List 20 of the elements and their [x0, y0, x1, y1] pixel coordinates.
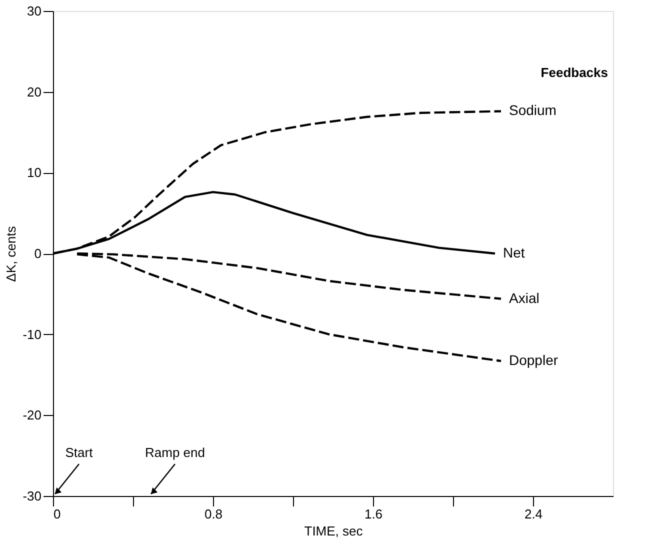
y-tick-label: 0 [34, 246, 42, 261]
y-tick-label: -10 [22, 326, 42, 342]
x-tick-label: 0.8 [204, 506, 223, 522]
legend-title: Feedbacks [540, 65, 608, 80]
y-tick-label: 20 [27, 84, 42, 100]
annotation: Ramp end [145, 445, 205, 460]
x-tick-label: 0 [54, 506, 61, 522]
series-label: Doppler [509, 352, 558, 368]
x-axis-title: TIME, sec [304, 524, 364, 538]
y-axis-title: ΔK, cents [4, 226, 19, 282]
series-label: Net [503, 244, 525, 260]
y-tick-label: -20 [22, 408, 42, 423]
x-tick-label: 1.6 [364, 506, 383, 522]
y-tick-label: 10 [27, 165, 42, 180]
y-tick-label: 30 [27, 4, 42, 18]
x-tick-label: 2.4 [524, 506, 543, 522]
annotation: Start [65, 445, 94, 460]
series-label: Sodium [509, 102, 556, 118]
y-tick-label: -30 [22, 488, 42, 504]
series-label: Axial [509, 290, 540, 306]
